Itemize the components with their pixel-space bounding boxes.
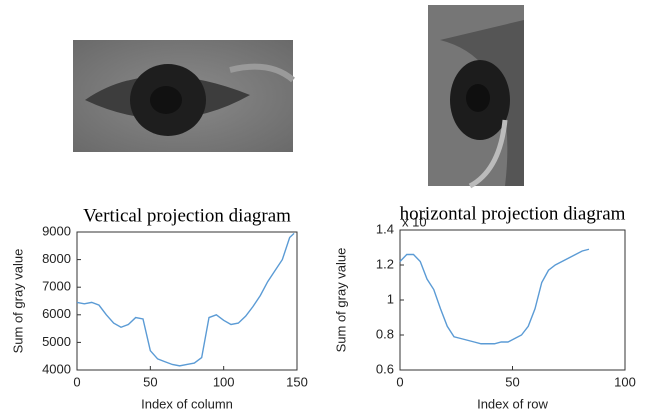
axes-frame [77, 232, 297, 370]
y-tick-label: 5000 [42, 334, 71, 349]
data-line [77, 233, 294, 365]
x-tick-label: 100 [614, 374, 636, 389]
y-tick-label: 0.8 [376, 326, 394, 341]
y-tick-label: 1.2 [376, 256, 394, 271]
y-tick-label: 6000 [42, 306, 71, 321]
x-tick-label: 50 [143, 374, 157, 389]
axes-frame [400, 230, 625, 370]
page: 050100150400050006000700080009000Index o… [0, 0, 646, 416]
chart-title: Vertical projection diagram [83, 205, 291, 226]
y-tick-label: 4000 [42, 361, 71, 376]
x-tick-label: 150 [286, 374, 308, 389]
y-tick-label: 7000 [42, 279, 71, 294]
y-tick-label: 1 [387, 291, 394, 306]
y-tick-label: 0.6 [376, 361, 394, 376]
x-tick-label: 0 [73, 374, 80, 389]
y-tick-label: 9000 [42, 223, 71, 238]
y-axis-label: Sum of gray value [10, 249, 25, 354]
y-axis-label: Sum of gray value [333, 248, 348, 353]
x-tick-label: 100 [213, 374, 235, 389]
x-axis-label: Index of row [477, 396, 548, 411]
x-axis-label: Index of column [141, 396, 233, 411]
x-tick-label: 0 [396, 374, 403, 389]
data-line [400, 249, 589, 344]
eye-photo-horizontal [73, 40, 293, 152]
x-tick-label: 50 [505, 374, 519, 389]
y-tick-label: 1.4 [376, 221, 394, 236]
eye-photo-vertical [428, 5, 524, 186]
figure: 050100150400050006000700080009000Index o… [0, 0, 646, 416]
y-tick-label: 8000 [42, 251, 71, 266]
chart-title: horizontal projection diagram [400, 203, 626, 224]
